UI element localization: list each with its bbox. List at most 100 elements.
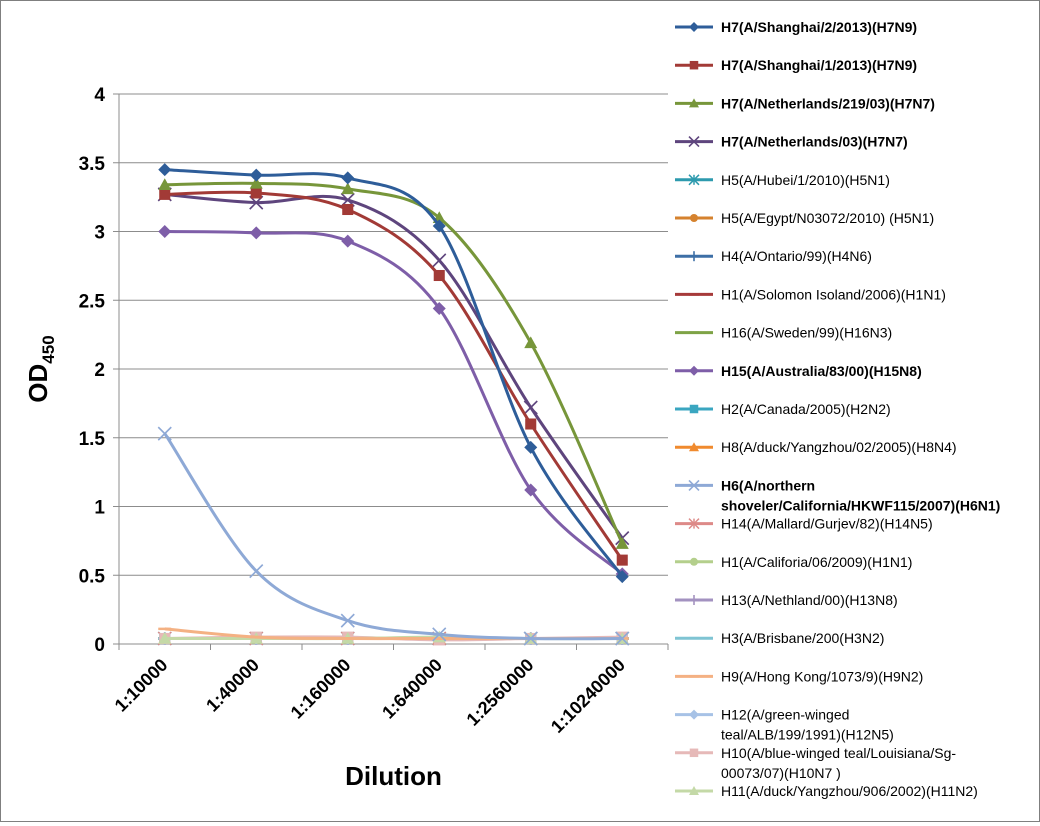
data-point: [341, 171, 355, 185]
data-point: [432, 253, 447, 268]
legend-label: H10(A/blue-winged teal/Louisiana/Sg-: [721, 745, 956, 761]
data-point: [524, 336, 538, 349]
legend-label: H4(A/Ontario/99)(H4N6): [721, 248, 872, 264]
x-tick-label: 1:10000: [111, 655, 172, 716]
x-tick-label: 1:160000: [287, 655, 355, 723]
data-point: [688, 136, 700, 148]
series-line: [164, 190, 624, 561]
legend-item: H4(A/Ontario/99)(H4N6): [675, 248, 872, 264]
data-point: [158, 163, 172, 177]
data-point: [524, 483, 538, 497]
legend-label: H7(A/Shanghai/1/2013)(H7N9): [721, 57, 917, 73]
data-point-stroke: [249, 564, 264, 579]
y-tick-label: 2.5: [79, 291, 106, 312]
x-tick-label: 1:2560000: [463, 655, 538, 730]
data-point: [689, 748, 699, 758]
data-point: [432, 302, 446, 315]
series-1: [158, 163, 629, 584]
legend-label: H3(A/Brisbane/200(H3N2): [721, 630, 884, 646]
data-point: [688, 479, 700, 491]
data-point-stroke: [615, 631, 630, 646]
legend-label: H12(A/green-winged: [721, 707, 849, 723]
legend-label: teal/ALB/199/1991)(H12N5): [721, 727, 894, 743]
data-point: [249, 168, 263, 182]
data-point: [689, 251, 699, 262]
y-tick-label: 2: [94, 360, 105, 381]
y-tick-label: 3: [94, 223, 105, 244]
legend-label: H5(A/Egypt/N03072/2010) (H5N1): [721, 210, 934, 226]
data-point-stroke: [432, 627, 447, 642]
legend-label: H14(A/Mallard/Gurjev/82)(H14N5): [721, 516, 933, 532]
y-axis-title-main: OD: [23, 364, 53, 403]
legend: H7(A/Shanghai/2/2013)(H7N9) H7(A/Shanghai…: [675, 19, 1000, 799]
series-2: [159, 187, 628, 566]
legend-label: H7(A/Shanghai/2/2013)(H7N9): [721, 19, 917, 35]
legend-label: H1(A/Califoria/06/2009)(H1N1): [721, 554, 912, 570]
legend-label: H2(A/Canada/2005)(H2N2): [721, 401, 891, 417]
data-point: [690, 214, 698, 222]
legend-label: shoveler/California/HKWF115/2007)(H6N1): [721, 497, 1000, 513]
data-point: [432, 219, 446, 233]
series-line: [164, 230, 624, 576]
legend-label: H15(A/Australia/83/00)(H15N8): [721, 363, 922, 379]
data-point-stroke: [432, 253, 447, 268]
data-point: [157, 426, 172, 441]
legend-item: H14(A/Mallard/Gurjev/82)(H14N5): [675, 516, 933, 532]
data-point-stroke: [523, 400, 538, 415]
series-lines: [157, 163, 630, 646]
data-point: [688, 174, 700, 186]
legend-item: H1(A/Califoria/06/2009)(H1N1): [675, 554, 912, 570]
legend-item: H8(A/duck/Yangzhou/02/2005)(H8N4): [675, 439, 957, 455]
data-point: [523, 400, 538, 415]
data-point: [342, 203, 354, 216]
y-tick-label: 3.5: [79, 154, 106, 175]
data-point: [249, 564, 264, 579]
data-point: [524, 440, 538, 454]
data-point: [616, 554, 628, 566]
data-point: [249, 176, 263, 189]
data-point: [250, 187, 262, 199]
legend-item: H5(A/Egypt/N03072/2010) (H5N1): [675, 210, 934, 226]
data-point: [689, 404, 699, 414]
data-point: [523, 631, 538, 646]
legend-item: H7(A/Netherlands/219/03)(H7N7): [675, 95, 935, 111]
data-point-stroke: [340, 613, 355, 628]
x-axis-title: Dilution: [345, 761, 442, 791]
legend-item: H10(A/blue-winged teal/Louisiana/Sg- 0007…: [675, 745, 956, 781]
legend-label: H7(A/Netherlands/03)(H7N7): [721, 134, 908, 150]
series-10: [158, 225, 629, 581]
legend-label: H16(A/Sweden/99)(H16N3): [721, 325, 892, 341]
data-point: [158, 178, 172, 190]
legend-item: H1(A/Solomon Isoland/2006)(H1N1): [675, 286, 946, 302]
data-point: [689, 595, 699, 605]
series-13: [157, 426, 630, 646]
data-point: [689, 60, 699, 70]
data-point: [690, 557, 698, 566]
data-point: [433, 269, 445, 282]
legend-item: H11(A/duck/Yangzhou/906/2002)(H11N2): [675, 783, 978, 799]
legend-item: H7(A/Shanghai/1/2013)(H7N9): [675, 57, 917, 73]
data-point-stroke: [688, 136, 700, 148]
legend-label: H11(A/duck/Yangzhou/906/2002)(H11N2): [721, 783, 978, 799]
legend-item: H3(A/Brisbane/200(H3N2): [675, 630, 884, 646]
y-axis-title: OD450: [23, 335, 58, 402]
y-tick-label: 4: [94, 85, 105, 106]
data-point: [341, 182, 355, 195]
data-point: [688, 518, 700, 530]
x-tick-label: 1:10240000: [547, 655, 629, 737]
data-point: [341, 234, 355, 248]
legend-label: H8(A/duck/Yangzhou/02/2005)(H8N4): [721, 439, 957, 455]
legend-item: H2(A/Canada/2005)(H2N2): [675, 401, 891, 417]
legend-item: H6(A/northern shoveler/California/HKWF115…: [675, 477, 1000, 513]
legend-item: H16(A/Sweden/99)(H16N3): [675, 325, 892, 341]
legend-item: H7(A/Netherlands/03)(H7N7): [675, 134, 908, 150]
data-point-stroke: [157, 426, 172, 441]
legend-item: H9(A/Hong Kong/1073/9)(H9N2): [675, 668, 923, 684]
data-point: [159, 188, 171, 200]
legend-item: H15(A/Australia/83/00)(H15N8): [675, 363, 922, 379]
data-point: [689, 365, 699, 376]
data-point: [689, 442, 699, 452]
legend-item: H13(A/Nethland/00)(H13N8): [675, 592, 898, 608]
